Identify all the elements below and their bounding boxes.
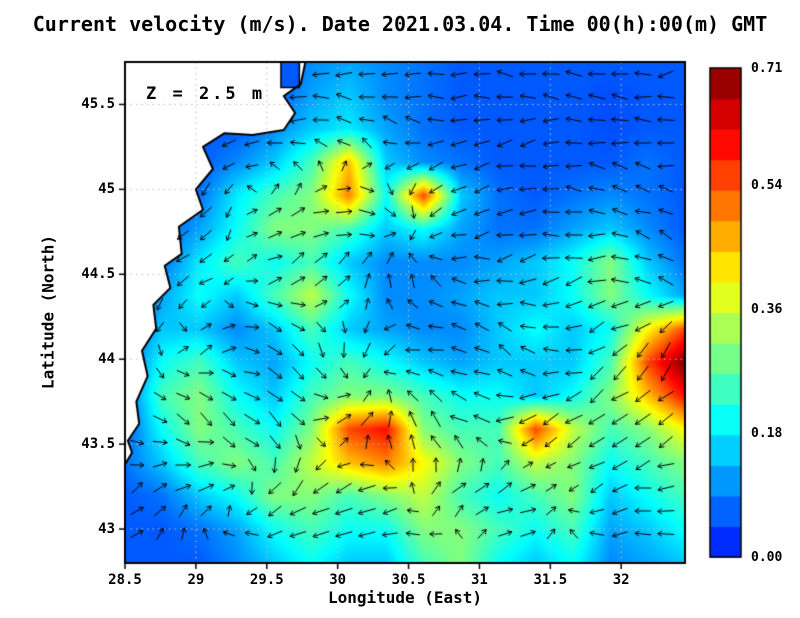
colorbar-tick-label: 0.36: [751, 302, 783, 318]
x-axis-label: Longitude (East): [327, 588, 483, 607]
x-tick-label: 29.5: [249, 572, 284, 588]
colorbar-tick-label: 0.71: [751, 61, 783, 76]
y-tick-label: 45.5: [81, 96, 115, 113]
y-tick-label: 43.5: [81, 436, 115, 453]
chart-title: Current velocity (m/s). Date 2021.03.04.…: [32, 12, 768, 36]
x-tick-label: 32: [612, 572, 630, 588]
colorbar-tick-label: 0.54: [751, 178, 783, 194]
x-tick-label: 31: [470, 572, 488, 588]
x-tick-label: 30.5: [391, 572, 426, 588]
colorbar-tick-label: 0.00: [751, 550, 783, 565]
x-tick-label: 31.5: [533, 572, 568, 588]
depth-annotation: Z = 2.5 m: [146, 84, 266, 104]
x-tick-label: 30: [329, 572, 347, 588]
y-tick-label: 45: [98, 181, 115, 198]
y-tick-label: 43: [98, 521, 115, 538]
y-axis-label: Latitude (North): [38, 234, 58, 390]
x-tick-label: 29: [187, 572, 205, 588]
x-tick-label: 28.5: [108, 572, 142, 588]
colorbar-tick-label: 0.18: [751, 426, 783, 442]
y-tick-label: 44.5: [81, 266, 115, 283]
y-tick-label: 44: [98, 351, 115, 368]
